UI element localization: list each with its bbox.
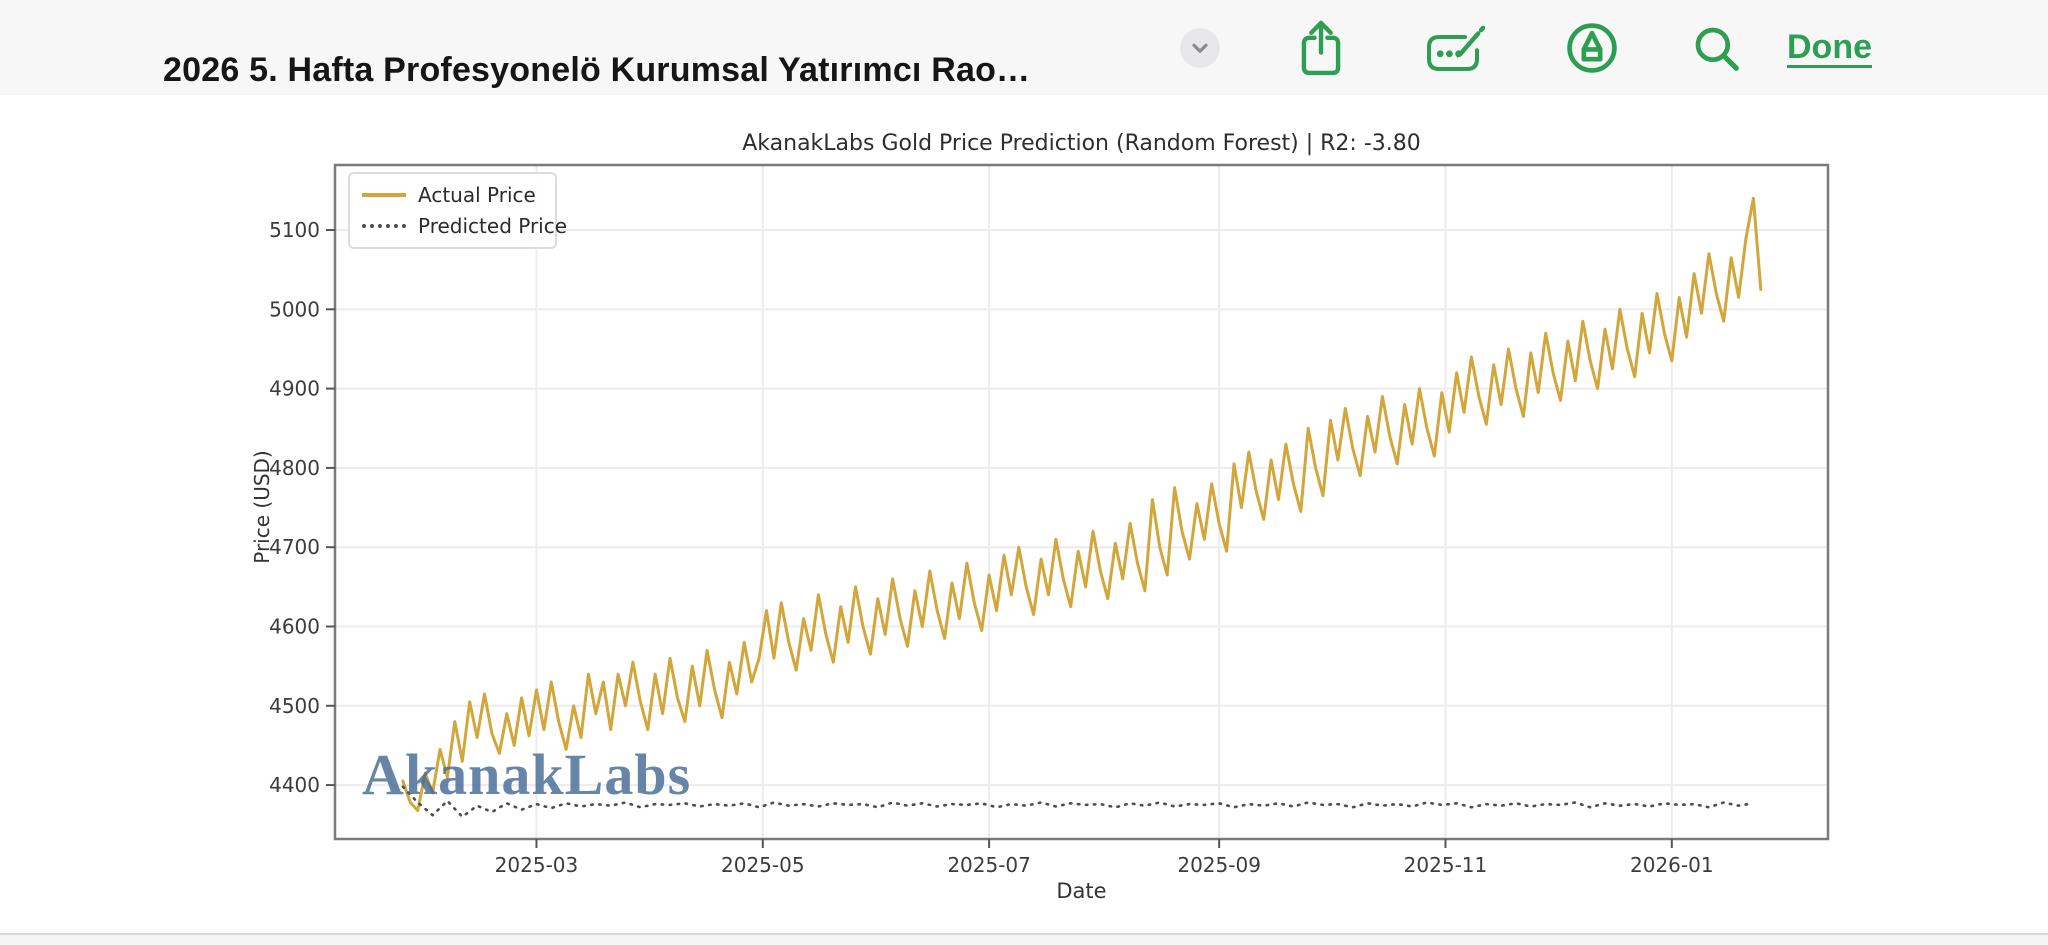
actual-price-line	[401, 196, 1763, 812]
x-tick-label: 2025-09	[1177, 853, 1261, 877]
share-icon	[1301, 20, 1341, 75]
title-menu-button[interactable]	[1180, 28, 1220, 68]
legend-label: Actual Price	[418, 183, 536, 207]
pen-circle-icon	[1567, 22, 1617, 73]
document-preview[interactable]: 2025-03 2025-05 2025-07 2025-09 2025-11 2026-…	[0, 95, 2048, 933]
markup-button[interactable]	[1423, 0, 1487, 95]
actual-line-swatch	[362, 193, 406, 197]
search-icon	[1695, 27, 1739, 71]
bottom-toolbar-edge	[0, 935, 2048, 945]
pen-circle-button[interactable]	[1564, 0, 1620, 95]
watermark-text: AkanakLabs	[362, 742, 692, 807]
x-axis-label: Date	[1056, 879, 1107, 903]
plot-border	[333, 163, 1830, 841]
legend-label: Predicted Price	[418, 214, 568, 238]
legend-item-actual: Actual Price	[362, 183, 543, 207]
title-bar: 2026 5. Hafta Profesyonelö Kurumsal Yatı…	[0, 0, 2048, 97]
y-tick-label: 4500	[269, 694, 320, 718]
y-tick-label: 4400	[269, 773, 320, 797]
x-tick-label: 2026-01	[1630, 853, 1714, 877]
predicted-line-swatch	[362, 224, 406, 228]
y-tick-label: 5000	[269, 297, 320, 321]
y-tick-label: 5100	[269, 218, 320, 242]
predicted-price-line	[401, 785, 1755, 819]
bottom-divider	[0, 933, 2048, 935]
y-tick-label: 4800	[269, 456, 320, 480]
search-button[interactable]	[1689, 0, 1743, 95]
chevron-down-icon	[1192, 43, 1208, 53]
share-button[interactable]	[1291, 0, 1351, 95]
y-tick-label: 4600	[269, 614, 320, 638]
y-tick-label: 4900	[269, 377, 320, 401]
chart-legend: Actual Price Predicted Price	[348, 172, 567, 249]
x-tick-label: 2025-05	[721, 853, 805, 877]
x-tick-label: 2025-03	[495, 853, 579, 877]
y-tick-label: 4700	[269, 535, 320, 559]
document-title: 2026 5. Hafta Profesyonelö Kurumsal Yatı…	[163, 50, 1031, 89]
y-axis-label: Price (USD)	[250, 450, 274, 564]
legend-item-predicted: Predicted Price	[362, 214, 567, 238]
done-button[interactable]: Done	[1787, 0, 1872, 95]
markup-icon	[1427, 25, 1486, 71]
x-tick-label: 2025-11	[1404, 853, 1488, 877]
price-chart-plot: 2025-03 2025-05 2025-07 2025-09 2025-11 2026-…	[269, 163, 1830, 877]
x-tick-label: 2025-07	[947, 853, 1031, 877]
chart-title: AkanakLabs Gold Price Prediction (Random…	[742, 131, 1421, 156]
